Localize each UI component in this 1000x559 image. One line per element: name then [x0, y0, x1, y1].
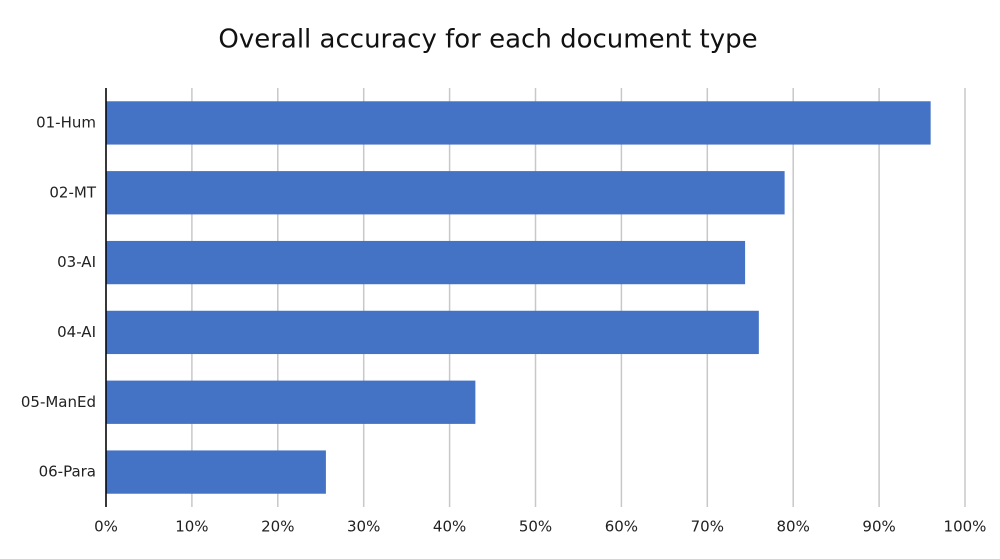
y-tick-label: 02-MT: [49, 183, 96, 201]
y-tick-label: 05-ManEd: [21, 393, 96, 411]
bar: [106, 101, 931, 145]
y-tick-label: 03-AI: [57, 253, 96, 271]
bar: [106, 380, 476, 424]
x-tick-label: 70%: [691, 518, 724, 536]
x-tick-label: 80%: [777, 518, 810, 536]
y-tick-label: 04-AI: [57, 323, 96, 341]
y-tick-label: 01-Hum: [36, 113, 96, 131]
x-tick-label: 20%: [261, 518, 294, 536]
chart-title: Overall accuracy for each document type: [218, 25, 757, 55]
x-tick-label: 50%: [519, 518, 552, 536]
x-tick-label: 60%: [605, 518, 638, 536]
bar: [106, 310, 759, 355]
bar: [106, 240, 746, 285]
x-tick-label: 10%: [175, 518, 208, 536]
bar: [106, 171, 785, 215]
y-tick-label: 06-Para: [39, 463, 96, 481]
x-tick-label: 0%: [94, 518, 118, 536]
x-tick-label: 40%: [433, 518, 466, 536]
bar: [106, 450, 326, 494]
x-tick-label: 90%: [862, 518, 895, 536]
x-tick-label: 100%: [944, 518, 987, 536]
x-tick-label: 30%: [347, 518, 380, 536]
